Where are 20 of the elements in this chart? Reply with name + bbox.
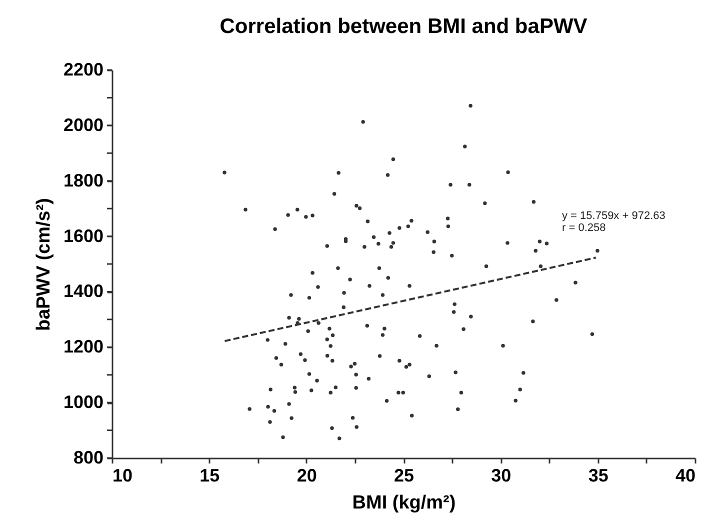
y-tick-label: 800 — [73, 448, 104, 468]
x-tick-label: 30 — [491, 466, 512, 486]
y-tick-label: 2200 — [63, 60, 104, 80]
chart-title: Correlation between BMI and baPWV — [220, 15, 588, 38]
y-tick-label: 1400 — [63, 281, 104, 302]
x-tick-label: 35 — [588, 466, 608, 486]
x-axis-title: BMI (kg/m²) — [352, 492, 456, 514]
x-tick-label: 10 — [112, 466, 133, 486]
x-tick-label: 15 — [200, 466, 220, 486]
x-tick-label: 40 — [675, 466, 696, 486]
y-tick-label: 2000 — [63, 114, 104, 135]
y-tick-label: 1800 — [63, 170, 104, 190]
y-tick-label: 1000 — [63, 392, 104, 412]
y-tick-label: 1200 — [63, 336, 104, 357]
x-tick-label: 25 — [394, 466, 414, 486]
y-tick-label: 1600 — [63, 226, 104, 246]
x-tick-label: 20 — [296, 466, 317, 486]
y-axis-title: baPWV (cm/s²) — [33, 198, 54, 332]
annotation: y = 15.759x + 972.63 — [562, 210, 666, 222]
annotation: r = 0.258 — [562, 222, 606, 234]
